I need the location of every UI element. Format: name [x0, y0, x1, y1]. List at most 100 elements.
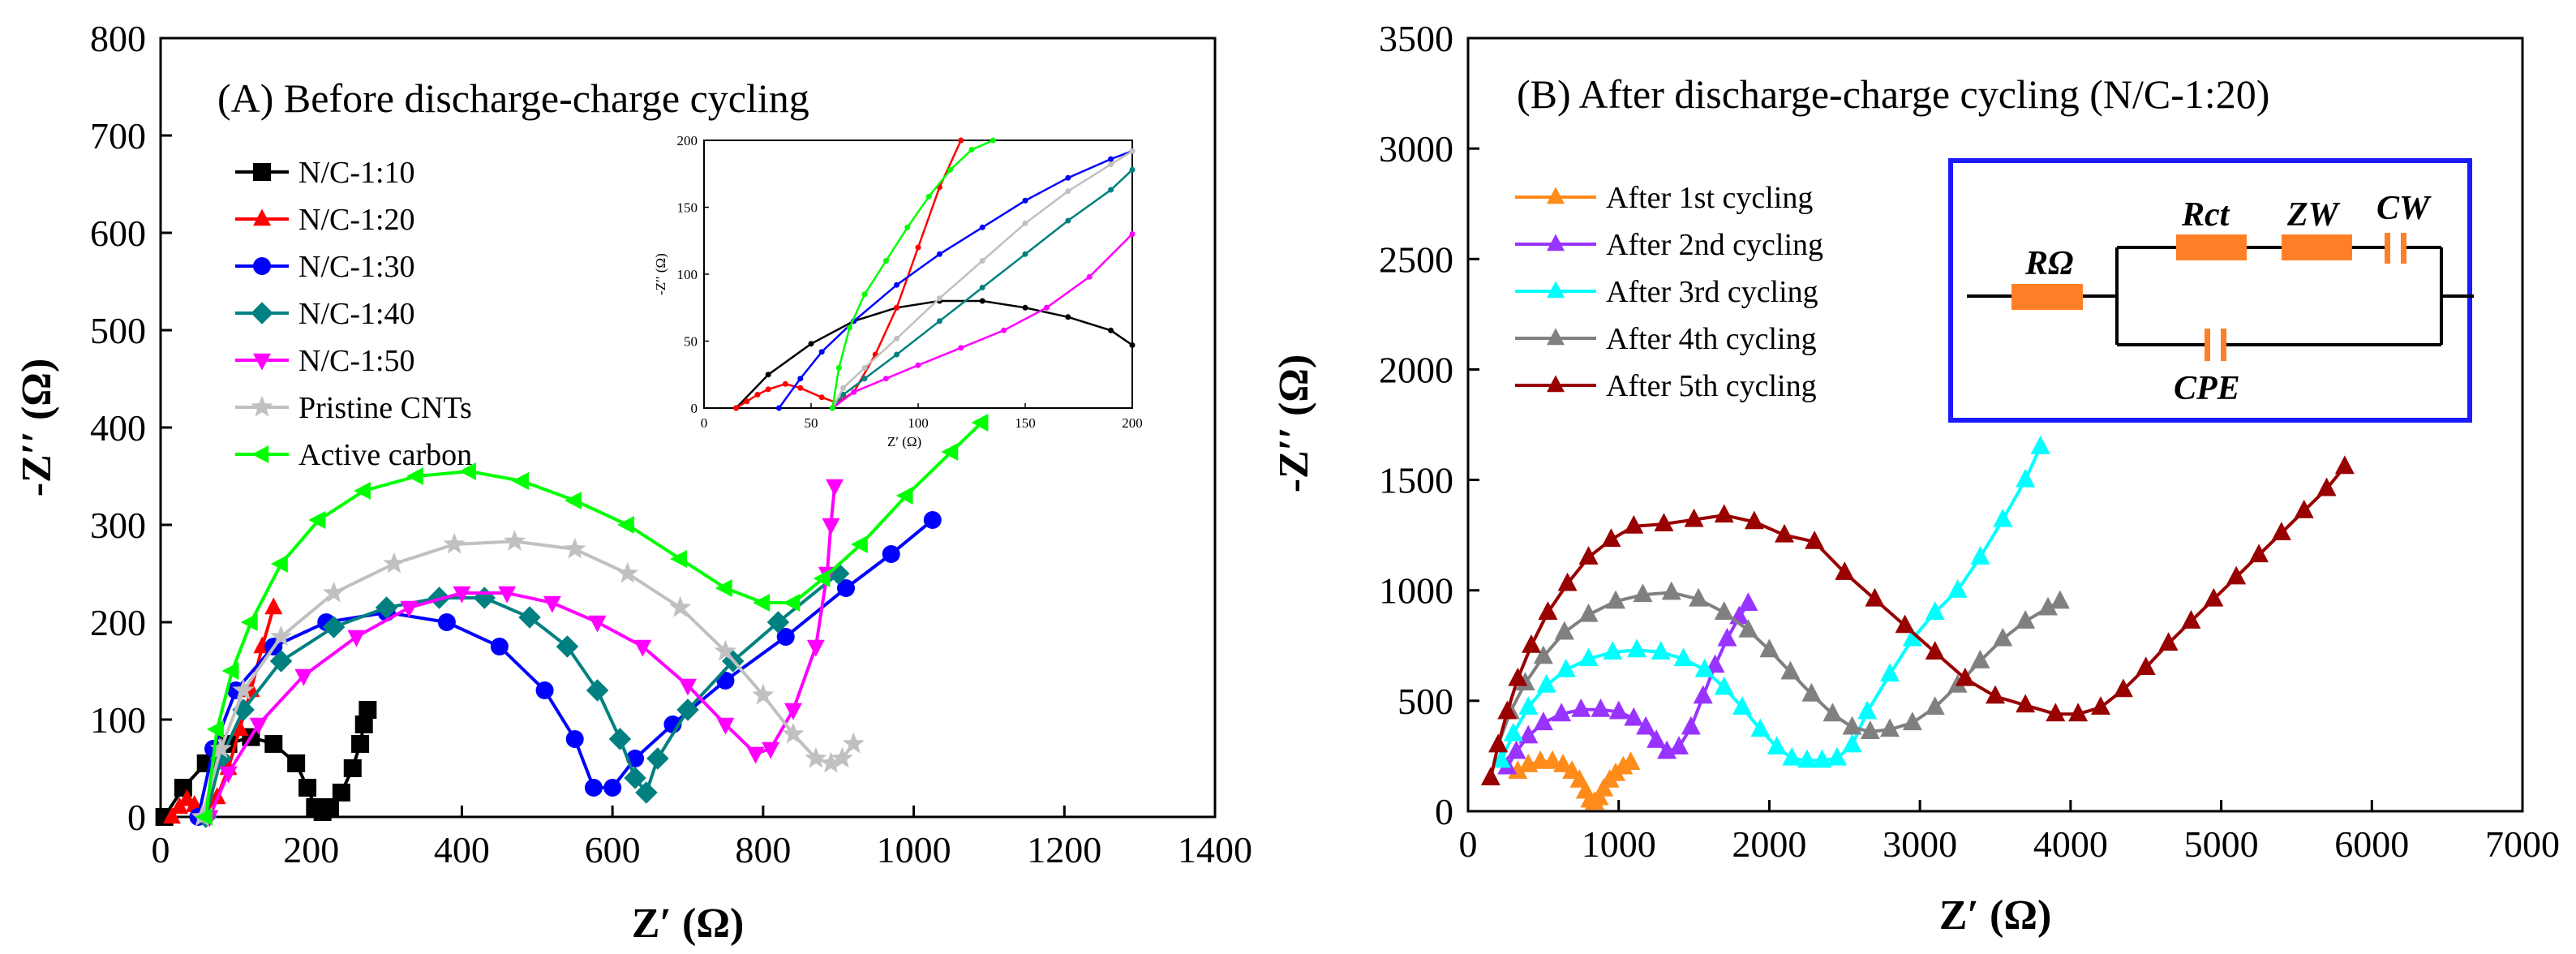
- data-point-after-4th-cycling: [2016, 610, 2036, 629]
- data-point-active-carbon: [829, 405, 835, 411]
- data-point-after-4th-cycling: [1689, 587, 1709, 607]
- y-tick-label: 150: [677, 200, 698, 216]
- data-point-active-carbon: [971, 414, 989, 432]
- data-point-n-c-1-10: [358, 701, 377, 719]
- data-point-active-carbon: [813, 569, 831, 587]
- plot-b-series: [1480, 435, 2355, 810]
- data-point-n-c-1-30: [936, 251, 942, 257]
- y-tick-label: 200: [677, 133, 698, 148]
- legend-marker-n-c-1-10: [253, 163, 271, 181]
- data-point-pristine-cnts: [752, 683, 775, 705]
- legend-marker-n-c-1-40: [251, 302, 273, 324]
- data-point-active-carbon: [850, 535, 868, 553]
- data-point-pristine-cnts: [819, 751, 842, 773]
- data-point-after-3rd-cycling: [1556, 658, 1576, 677]
- data-point-n-c-1-50: [1043, 304, 1050, 311]
- legend-label-n-c-1-10: N/C-1:10: [298, 156, 415, 190]
- data-point-n-c-1-30: [776, 628, 795, 646]
- data-point-n-c-1-10: [765, 372, 771, 378]
- data-point-n-c-1-50: [498, 586, 517, 604]
- panel-b-x-axis-label: Z′ (Ω): [1939, 892, 2052, 939]
- data-point-active-carbon: [783, 594, 801, 612]
- zw-warburg-element: [2282, 234, 2352, 260]
- cw-capacitor-plate-right: [2401, 233, 2406, 264]
- data-point-pristine-cnts: [383, 552, 406, 574]
- data-point-after-4th-cycling: [1880, 718, 1900, 737]
- data-point-n-c-1-30: [894, 281, 900, 288]
- data-point-after-4th-cycling: [1902, 711, 1922, 731]
- series-line-n-c-1-40: [831, 169, 1133, 409]
- data-point-after-1st-cycling: [1562, 760, 1582, 779]
- data-point-n-c-1-30: [1108, 156, 1114, 162]
- data-point-n-c-1-50: [882, 376, 889, 382]
- series-pristine-cnts: [191, 530, 865, 827]
- data-point-n-c-1-50: [915, 362, 921, 368]
- data-point-after-5th-cycling: [1955, 667, 1975, 686]
- data-point-after-5th-cycling: [1714, 504, 1734, 523]
- label-r-omega: RΩ: [2024, 245, 2073, 282]
- data-point-after-5th-cycling: [1488, 733, 1509, 753]
- x-tick-label: 200: [283, 829, 339, 870]
- data-point-after-3rd-cycling: [1627, 638, 1646, 658]
- y-tick-label: 700: [90, 115, 146, 157]
- data-point-after-4th-cycling: [1842, 716, 1862, 735]
- data-point-after-3rd-cycling: [1518, 696, 1539, 716]
- data-point-n-c-1-20: [958, 137, 964, 144]
- data-point-n-c-1-50: [1001, 327, 1007, 333]
- data-point-after-2nd-cycling: [1624, 707, 1644, 726]
- data-point-active-carbon: [459, 462, 476, 480]
- y-tick-label: 200: [90, 602, 146, 643]
- data-point-n-c-1-10: [354, 716, 373, 733]
- data-point-after-2nd-cycling: [1705, 654, 1725, 673]
- series-after-2nd-cycling: [1497, 592, 1758, 775]
- data-point-after-5th-cycling: [2068, 703, 2089, 722]
- data-point-after-5th-cycling: [2158, 632, 2179, 651]
- data-point-n-c-1-20: [733, 405, 740, 411]
- data-point-pristine-cnts: [840, 385, 847, 391]
- data-point-after-1st-cycling: [1553, 754, 1573, 772]
- label-rct: Rct: [2181, 196, 2230, 234]
- data-point-n-c-1-50: [679, 678, 697, 696]
- data-point-after-4th-cycling: [1823, 703, 1843, 722]
- legend-marker-n-c-1-50: [253, 353, 271, 371]
- y-tick-label: 2500: [1379, 238, 1453, 280]
- data-point-after-4th-cycling: [1738, 618, 1758, 638]
- series-active-carbon: [829, 137, 996, 411]
- data-point-n-c-1-40: [608, 728, 632, 750]
- series-n-c-1-50: [200, 479, 844, 827]
- cw-capacitor-plate-left: [2385, 233, 2390, 264]
- data-point-after-2nd-cycling: [1518, 724, 1539, 744]
- data-point-n-c-1-40: [1108, 187, 1114, 193]
- data-point-n-c-1-20: [230, 719, 249, 737]
- data-point-n-c-1-10: [320, 798, 339, 816]
- data-point-after-5th-cycling: [1835, 561, 1855, 580]
- series-n-c-1-40: [829, 166, 1136, 411]
- data-point-active-carbon: [195, 808, 213, 826]
- legend-marker-after-5th-cycling: [1547, 375, 1565, 393]
- data-point-n-c-1-40: [840, 392, 847, 398]
- series-line-active-carbon: [831, 139, 994, 409]
- data-point-n-c-1-50: [543, 595, 561, 613]
- data-point-after-2nd-cycling: [1571, 698, 1591, 717]
- y-tick-label: 2000: [1379, 349, 1453, 390]
- data-point-n-c-1-10: [1108, 327, 1114, 333]
- y-tick-label: 3000: [1379, 128, 1453, 170]
- data-point-n-c-1-10: [1022, 304, 1028, 311]
- data-point-n-c-1-40: [766, 611, 790, 634]
- plot-a-ticks: 0 200 400 600 800 1000 1200 1400010020030040050…: [90, 18, 1252, 870]
- data-point-after-3rd-cycling: [1947, 578, 1968, 598]
- data-point-after-3rd-cycling: [1603, 641, 1623, 660]
- data-point-n-c-1-40: [861, 376, 868, 382]
- data-point-active-carbon: [240, 613, 258, 631]
- label-zw: ZW: [2286, 196, 2341, 234]
- y-tick-label: 100: [677, 267, 698, 282]
- data-point-after-5th-cycling: [1684, 508, 1704, 527]
- series-after-1st-cycling: [1508, 750, 1641, 810]
- data-point-after-2nd-cycling: [1717, 627, 1737, 647]
- y-tick-label: 0: [1435, 791, 1453, 832]
- data-point-after-4th-cycling: [1578, 603, 1599, 622]
- x-tick-label: 1400: [1178, 829, 1252, 870]
- data-point-after-5th-cycling: [2181, 610, 2201, 629]
- data-point-n-c-1-30: [775, 405, 782, 411]
- data-point-after-2nd-cycling: [1693, 685, 1713, 704]
